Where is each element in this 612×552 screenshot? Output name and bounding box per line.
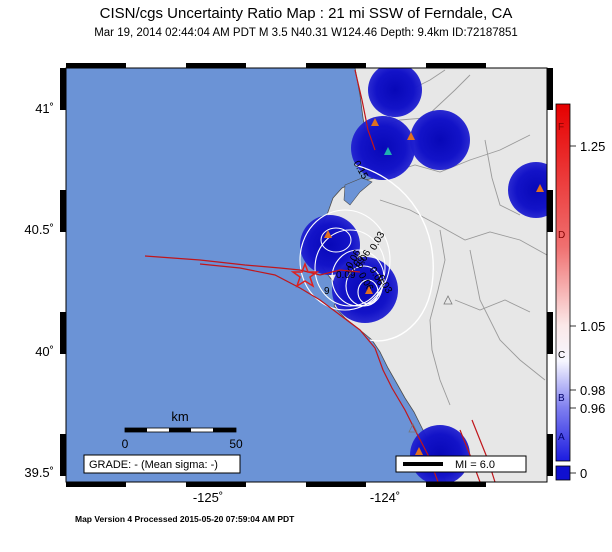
scale-max: 50: [229, 437, 243, 451]
mi-legend-box: [395, 455, 527, 473]
contour-labels: 0.15 0.03 0.06 0.09 0.09 0.06 0.06 0.06 …: [324, 159, 394, 297]
station-triangle: [365, 286, 373, 294]
lat-tick-40-5: 40.5˚: [24, 222, 54, 237]
colorbar-letter: F: [558, 122, 565, 133]
station-triangle: [415, 447, 423, 455]
bay: [343, 177, 373, 206]
lat-tick-40: 40˚: [35, 344, 54, 359]
station-triangle: [536, 184, 544, 192]
lon-tick-124: -124˚: [369, 490, 401, 505]
station-triangle: [371, 118, 379, 126]
map-area: 0.15 0.03 0.06 0.09 0.09 0.06 0.06 0.06 …: [66, 68, 547, 482]
mi-legend-text: MI = 6.0: [455, 459, 495, 471]
lat-tick-41: 41˚: [35, 101, 54, 116]
colorbar-ticks: [570, 145, 576, 474]
station-triangle: [443, 295, 453, 305]
mi-legend-line: [403, 462, 443, 466]
colorbar-letter: D: [558, 230, 566, 241]
scale-unit: km: [171, 409, 188, 424]
epicenter-star-icon: [290, 261, 320, 288]
grade-text: GRADE: - (Mean sigma: -): [89, 459, 218, 471]
station-triangle: [384, 147, 392, 155]
contours: [299, 164, 434, 342]
scale-min: 0: [122, 437, 129, 451]
station-triangle: [324, 230, 332, 238]
map-title: CISN/cgs Uncertainty Ratio Map : 21 mi S…: [99, 5, 513, 22]
event-info: Mar 19, 2014 02:44:04 AM PDT M 3.5 N40.3…: [94, 27, 518, 39]
grade-box: [83, 454, 241, 474]
lon-tick-125: -125˚: [192, 490, 224, 505]
colorbar-letter: C: [558, 350, 566, 361]
colorbar-label: 0.96: [580, 401, 606, 416]
scale-bar: km 0 50: [122, 409, 243, 451]
colorbar-label: 0: [580, 466, 588, 481]
station-triangle: [407, 132, 415, 140]
frame-ticks: [60, 63, 553, 487]
colorbar-letter: B: [558, 393, 565, 404]
footer-text: Map Version 4 Processed 2015-05-20 07:59…: [75, 514, 295, 524]
colorbar-label: 1.05: [580, 319, 606, 334]
contour-label: 0.09: [336, 270, 356, 281]
colorbar-letter: A: [558, 432, 565, 443]
station-triangle: [408, 423, 418, 433]
colorbar: [555, 103, 571, 462]
lat-tick-39-5: 39.5˚: [24, 465, 54, 480]
stations: [324, 118, 544, 455]
colorbar-label: 0.98: [580, 383, 606, 398]
colorbar-label: 1.25: [580, 139, 606, 154]
contour-label: 9: [324, 286, 330, 297]
colorbar-zero-swatch: [555, 465, 571, 481]
